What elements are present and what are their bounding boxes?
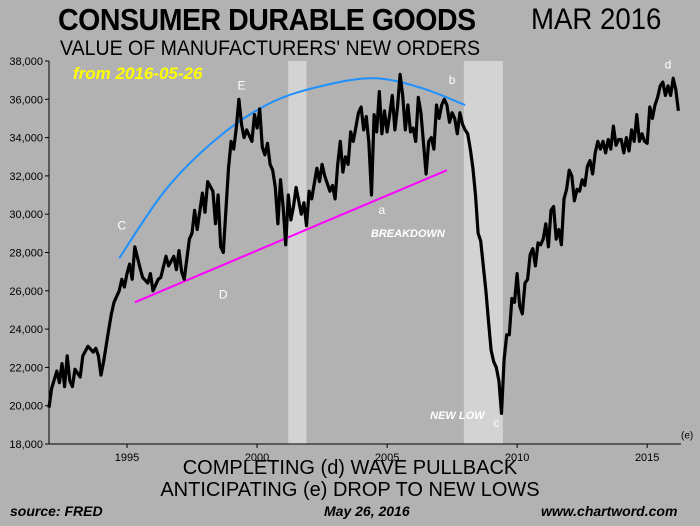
caption-line-2: ANTICIPATING (e) DROP TO NEW LOWS (160, 479, 540, 501)
source-label: source: FRED (10, 503, 103, 519)
annotation-label: BREAKDOWN (371, 228, 446, 240)
y-tick-label: 18,000 (9, 439, 43, 451)
y-tick-label: 36,000 (9, 94, 43, 106)
y-tick-label: 22,000 (9, 362, 43, 374)
annotation-label: b (449, 73, 456, 87)
y-tick-label: 30,000 (9, 209, 43, 221)
y-tick-label: 24,000 (9, 324, 43, 336)
annotation-label: NEW LOW (430, 410, 486, 422)
y-tick-label: 20,000 (9, 401, 43, 413)
x-tick-label: 2000 (245, 452, 269, 464)
footer-date: May 26, 2016 (324, 503, 410, 519)
site-label: www.chartword.com (541, 503, 678, 519)
annotation-label: (e) (681, 430, 693, 441)
wave-arc-line (118, 77, 466, 259)
annotation-label: E (237, 79, 245, 93)
y-tick-label: 26,000 (9, 286, 43, 298)
y-tick-label: 38,000 (9, 56, 43, 68)
annotation-label: d (665, 58, 672, 72)
recession-band-1 (288, 61, 307, 444)
x-tick-label: 2005 (375, 452, 399, 464)
series-line-1 (47, 72, 680, 415)
x-tick-label: 2010 (505, 452, 529, 464)
from-date-label: from 2016-05-26 (73, 64, 203, 83)
y-tick-label: 34,000 (9, 133, 43, 145)
x-tick-label: 2015 (635, 452, 659, 464)
y-tick-label: 28,000 (9, 248, 43, 260)
x-tick-label: 1995 (115, 452, 139, 464)
annotation-label: c (493, 416, 499, 430)
annotation-label: D (219, 287, 228, 301)
annotation-label: C (117, 219, 126, 233)
chart-subtitle: VALUE OF MANUFACTURERS' NEW ORDERS (60, 37, 481, 60)
y-tick-label: 32,000 (9, 171, 43, 183)
chart-date: MAR 2016 (531, 3, 662, 36)
chart-title: CONSUMER DURABLE GOODS (58, 2, 476, 37)
annotation-label: a (379, 203, 386, 217)
support-trendline (134, 169, 448, 304)
caption-line-1: COMPLETING (d) WAVE PULLBACK (182, 457, 518, 479)
